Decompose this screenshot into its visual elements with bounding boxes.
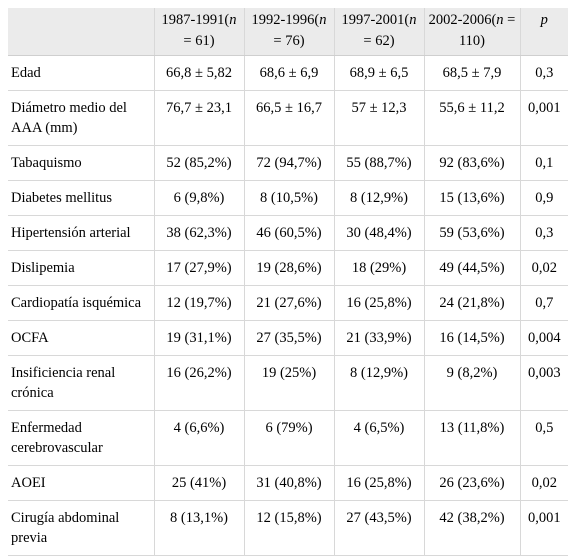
header-corner <box>8 8 154 56</box>
value-cell: 55,6 ± 11,2 <box>423 90 520 146</box>
row-label: AOEI <box>8 465 154 501</box>
value-cell: 9 (8,2%) <box>423 355 520 411</box>
value-cell: 57 ± 12,3 <box>333 90 424 146</box>
value-cell: 76,7 ± 23,1 <box>153 90 244 146</box>
value-cell: 72 (94,7%) <box>243 145 334 181</box>
table-row: Tabaquismo 52 (85,2%) 72 (94,7%) 55 (88,7%)… <box>8 145 568 181</box>
value-cell: 16 (14,5%) <box>423 320 520 356</box>
value-cell: 24 (21,8%) <box>423 285 520 321</box>
value-cell: 8 (12,9%) <box>333 355 424 411</box>
p-value-cell: 0,9 <box>519 180 568 216</box>
header-1987-1991: 1987-1991(n = 61) <box>153 8 244 56</box>
row-label: Insificiencia renal crónica <box>8 355 154 411</box>
value-cell: 52 (85,2%) <box>153 145 244 181</box>
p-value-cell: 0,02 <box>519 465 568 501</box>
value-cell: 68,9 ± 6,5 <box>333 55 424 91</box>
value-cell: 92 (83,6%) <box>423 145 520 181</box>
row-label: OCFA <box>8 320 154 356</box>
value-cell: 27 (43,5%) <box>333 500 424 556</box>
value-cell: 13 (11,8%) <box>423 410 520 466</box>
value-cell: 16 (26,2%) <box>153 355 244 411</box>
value-cell: 12 (19,7%) <box>153 285 244 321</box>
p-value-cell: 0,001 <box>519 500 568 556</box>
value-cell: 17 (27,9%) <box>153 250 244 286</box>
row-label: Hipertensión arterial <box>8 215 154 251</box>
value-cell: 25 (41%) <box>153 465 244 501</box>
row-label: Cardiopatía isquémica <box>8 285 154 321</box>
value-cell: 4 (6,5%) <box>333 410 424 466</box>
value-cell: 66,8 ± 5,82 <box>153 55 244 91</box>
header-2002-2006: 2002-2006(n = 110) <box>423 8 520 56</box>
table-row: Cirugía abdominal previa 8 (13,1%) 12 (15,… <box>8 500 568 556</box>
row-label: Dislipemia <box>8 250 154 286</box>
value-cell: 15 (13,6%) <box>423 180 520 216</box>
table-row: Edad 66,8 ± 5,82 68,6 ± 6,9 68,9 ± 6,5 68,5 … <box>8 55 568 91</box>
table-row: Diabetes mellitus 6 (9,8%) 8 (10,5%) 8 (12,… <box>8 180 568 216</box>
p-value-cell: 0,003 <box>519 355 568 411</box>
value-cell: 21 (27,6%) <box>243 285 334 321</box>
value-cell: 12 (15,8%) <box>243 500 334 556</box>
p-value-cell: 0,3 <box>519 215 568 251</box>
row-label: Diabetes mellitus <box>8 180 154 216</box>
p-value-cell: 0,02 <box>519 250 568 286</box>
table-row: OCFA 19 (31,1%) 27 (35,5%) 21 (33,9%) 16 (14… <box>8 320 568 356</box>
p-value-cell: 0,3 <box>519 55 568 91</box>
row-label: Cirugía abdominal previa <box>8 500 154 556</box>
p-value-cell: 0,7 <box>519 285 568 321</box>
value-cell: 42 (38,2%) <box>423 500 520 556</box>
value-cell: 16 (25,8%) <box>333 285 424 321</box>
table-row: AOEI 25 (41%) 31 (40,8%) 16 (25,8%) 26 (23,6… <box>8 465 568 501</box>
row-label: Enfermedad cerebrovascular <box>8 410 154 466</box>
value-cell: 30 (48,4%) <box>333 215 424 251</box>
value-cell: 49 (44,5%) <box>423 250 520 286</box>
value-cell: 8 (13,1%) <box>153 500 244 556</box>
value-cell: 6 (9,8%) <box>153 180 244 216</box>
value-cell: 26 (23,6%) <box>423 465 520 501</box>
header-1997-2001: 1997-2001(n = 62) <box>333 8 424 56</box>
table-row: Insificiencia renal crónica 16 (26,2%) 19 … <box>8 355 568 411</box>
value-cell: 19 (31,1%) <box>153 320 244 356</box>
header-1992-1996: 1992-1996(n = 76) <box>243 8 334 56</box>
value-cell: 16 (25,8%) <box>333 465 424 501</box>
value-cell: 55 (88,7%) <box>333 145 424 181</box>
table-row: Hipertensión arterial 38 (62,3%) 46 (60,5%… <box>8 215 568 251</box>
value-cell: 18 (29%) <box>333 250 424 286</box>
value-cell: 31 (40,8%) <box>243 465 334 501</box>
value-cell: 19 (25%) <box>243 355 334 411</box>
data-table: 1987-1991(n = 61) 1992-1996(n = 76) 1997… <box>8 8 568 556</box>
value-cell: 8 (10,5%) <box>243 180 334 216</box>
table-row: Enfermedad cerebrovascular 4 (6,6%) 6 (79%… <box>8 410 568 466</box>
value-cell: 8 (12,9%) <box>333 180 424 216</box>
value-cell: 38 (62,3%) <box>153 215 244 251</box>
p-value-cell: 0,004 <box>519 320 568 356</box>
p-value-cell: 0,5 <box>519 410 568 466</box>
header-row: 1987-1991(n = 61) 1992-1996(n = 76) 1997… <box>8 8 568 56</box>
value-cell: 4 (6,6%) <box>153 410 244 466</box>
value-cell: 68,6 ± 6,9 <box>243 55 334 91</box>
value-cell: 6 (79%) <box>243 410 334 466</box>
p-value-cell: 0,001 <box>519 90 568 146</box>
table-row: Diámetro medio del AAA (mm) 76,7 ± 23,1 66… <box>8 90 568 146</box>
table-row: Cardiopatía isquémica 12 (19,7%) 21 (27,6%… <box>8 285 568 321</box>
row-label: Edad <box>8 55 154 91</box>
row-label: Tabaquismo <box>8 145 154 181</box>
header-p-value: p <box>519 8 568 56</box>
value-cell: 59 (53,6%) <box>423 215 520 251</box>
row-label: Diámetro medio del AAA (mm) <box>8 90 154 146</box>
value-cell: 46 (60,5%) <box>243 215 334 251</box>
value-cell: 21 (33,9%) <box>333 320 424 356</box>
value-cell: 68,5 ± 7,9 <box>423 55 520 91</box>
p-value-cell: 0,1 <box>519 145 568 181</box>
value-cell: 19 (28,6%) <box>243 250 334 286</box>
value-cell: 66,5 ± 16,7 <box>243 90 334 146</box>
table-row: Dislipemia 17 (27,9%) 19 (28,6%) 18 (29%) 49… <box>8 250 568 286</box>
value-cell: 27 (35,5%) <box>243 320 334 356</box>
